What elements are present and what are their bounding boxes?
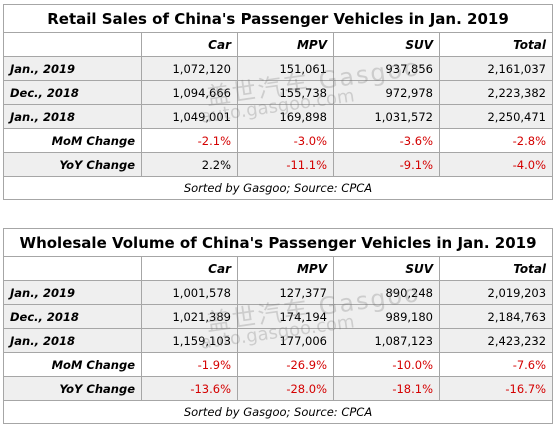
wholesale-header-row: Car MPV SUV Total [3,256,554,281]
cell-total: -16.7% [438,376,554,401]
cell-total: 2,423,232 [438,328,554,353]
cell-mpv: -28.0% [237,376,334,401]
cell-total: -2.8% [439,128,553,153]
mom-change-row: MoM Change -2.1% -3.0% -3.6% -2.8% [3,128,553,153]
source-note: Sorted by Gasgoo; Source: CPCA [2,400,554,424]
cell-mpv: -26.9% [237,352,334,377]
yoy-change-row: YoY Change -13.6% -28.0% -18.1% -16.7% [3,376,554,401]
cell-car: 1,001,578 [141,280,238,305]
retail-table-title: Retail Sales of China's Passenger Vehicl… [3,4,553,33]
cell-mpv: 155,738 [237,80,334,105]
cell-mpv: 151,061 [237,56,334,81]
row-label: Dec., 2018 [3,80,142,105]
row-label: Jan., 2019 [3,280,142,305]
cell-suv: 1,087,123 [333,328,440,353]
table-row: Dec., 2018 1,094,666 155,738 972,978 2,2… [3,80,553,105]
header-blank [3,32,142,57]
table-row: Dec., 2018 1,021,389 174,194 989,180 2,1… [3,304,554,329]
cell-mpv: 169,898 [237,104,334,129]
cell-total: 2,250,471 [439,104,553,129]
cell-suv: 890,248 [333,280,440,305]
retail-header-row: Car MPV SUV Total [3,32,553,57]
cell-car: -2.1% [141,128,238,153]
header-suv: SUV [333,32,440,57]
row-label: Jan., 2018 [3,104,142,129]
cell-total: -7.6% [438,352,554,377]
table-row: Jan., 2019 1,001,578 127,377 890,248 2,0… [3,280,554,305]
yoy-change-label: YoY Change [3,376,142,401]
cell-mpv: 177,006 [237,328,334,353]
cell-mpv: -3.0% [237,128,334,153]
header-blank [3,256,142,281]
header-car: Car [141,256,238,281]
cell-car: -13.6% [141,376,238,401]
cell-suv: 937,856 [333,56,440,81]
row-label: Dec., 2018 [3,304,142,329]
cell-total: 2,161,037 [439,56,553,81]
header-total: Total [438,256,554,281]
cell-suv: -10.0% [333,352,440,377]
cell-mpv: 174,194 [237,304,334,329]
table-row: Jan., 2018 1,049,001 169,898 1,031,572 2… [3,104,553,129]
row-label: Jan., 2019 [3,56,142,81]
yoy-change-row: YoY Change 2.2% -11.1% -9.1% -4.0% [3,152,553,177]
cell-car: 1,021,389 [141,304,238,329]
cell-mpv: -11.1% [237,152,334,177]
header-car: Car [141,32,238,57]
table-row: Jan., 2018 1,159,103 177,006 1,087,123 2… [3,328,554,353]
header-suv: SUV [333,256,440,281]
cell-car: 1,159,103 [141,328,238,353]
wholesale-volume-table: Wholesale Volume of China's Passenger Ve… [2,228,554,424]
cell-car: 1,072,120 [141,56,238,81]
mom-change-label: MoM Change [3,128,142,153]
cell-car: -1.9% [141,352,238,377]
cell-car: 1,049,001 [141,104,238,129]
source-note: Sorted by Gasgoo; Source: CPCA [3,176,553,200]
cell-car: 2.2% [141,152,238,177]
cell-total: 2,184,763 [438,304,554,329]
table-row: Jan., 2019 1,072,120 151,061 937,856 2,1… [3,56,553,81]
cell-total: -4.0% [439,152,553,177]
cell-suv: 989,180 [333,304,440,329]
mom-change-row: MoM Change -1.9% -26.9% -10.0% -7.6% [3,352,554,377]
cell-suv: -18.1% [333,376,440,401]
cell-mpv: 127,377 [237,280,334,305]
header-mpv: MPV [237,256,334,281]
cell-total: 2,019,203 [438,280,554,305]
cell-suv: -3.6% [333,128,440,153]
header-mpv: MPV [237,32,334,57]
wholesale-table-title: Wholesale Volume of China's Passenger Ve… [2,228,554,257]
row-label: Jan., 2018 [3,328,142,353]
cell-suv: -9.1% [333,152,440,177]
header-total: Total [439,32,553,57]
cell-suv: 972,978 [333,80,440,105]
cell-suv: 1,031,572 [333,104,440,129]
retail-sales-table: Retail Sales of China's Passenger Vehicl… [3,4,553,200]
cell-car: 1,094,666 [141,80,238,105]
yoy-change-label: YoY Change [3,152,142,177]
mom-change-label: MoM Change [3,352,142,377]
cell-total: 2,223,382 [439,80,553,105]
